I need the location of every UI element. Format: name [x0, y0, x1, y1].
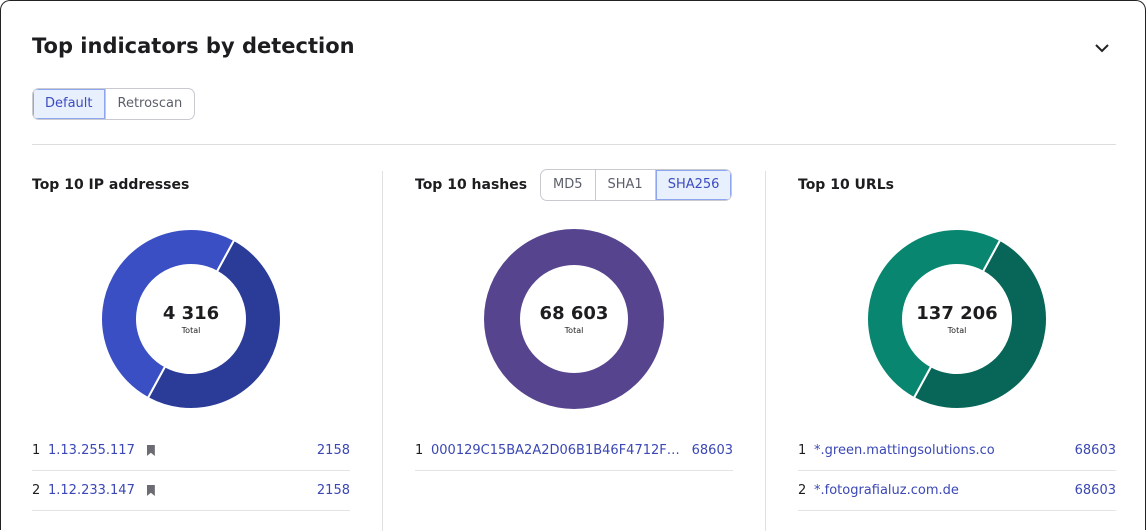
hash-link[interactable]: 000129C15BA2A2D06B1B46F4712F3F...: [431, 443, 686, 458]
tab-retroscan[interactable]: Retroscan: [104, 89, 195, 119]
divider: [382, 171, 383, 531]
panel-title: Top 10 IP addresses: [32, 177, 190, 193]
donut-slice[interactable]: [146, 238, 282, 410]
donut-slice[interactable]: [100, 228, 236, 400]
count-link[interactable]: 68603: [1074, 443, 1116, 458]
total-value: 137 206: [916, 303, 998, 324]
rank: 1: [415, 443, 424, 458]
list-item: 2 *.fotografialuz.com.de 68603: [798, 471, 1116, 511]
list-item: 2 1.12.233.147 2158: [32, 471, 350, 511]
divider: [765, 171, 766, 531]
url-link[interactable]: *.fotografialuz.com.de: [814, 483, 959, 498]
rank: 1: [32, 443, 41, 458]
divider: [32, 144, 1116, 145]
list-item: 1 000129C15BA2A2D06B1B46F4712F3F... 68603: [415, 431, 733, 471]
panel-title: Top 10 URLs: [798, 177, 894, 193]
tab-default[interactable]: Default: [33, 89, 105, 119]
url-link[interactable]: *.green.mattingsolutions.co: [814, 443, 995, 458]
list-item: 1 *.green.mattingsolutions.co 68603: [798, 431, 1116, 471]
tab-sha256[interactable]: SHA256: [654, 170, 732, 200]
donut-slice[interactable]: [866, 228, 1002, 400]
rank: 2: [32, 483, 41, 498]
rank: 2: [798, 483, 807, 498]
list-item: 1 1.13.255.117 2158: [32, 431, 350, 471]
donut-slice[interactable]: [912, 238, 1048, 410]
ip-link[interactable]: 1.12.233.147: [48, 483, 135, 498]
bookmark-icon[interactable]: [146, 445, 155, 456]
hash-type-tabs: MD5 SHA1 SHA256: [540, 169, 733, 201]
card-title: Top indicators by detection: [32, 34, 355, 58]
rank: 1: [798, 443, 807, 458]
ip-link[interactable]: 1.13.255.117: [48, 443, 135, 458]
count-link[interactable]: 68603: [691, 443, 733, 458]
mode-tabs: Default Retroscan: [32, 88, 196, 120]
panel-title: Top 10 hashes: [415, 177, 528, 193]
total-value: 68 603: [539, 303, 609, 324]
ip-donut-chart: [100, 228, 282, 410]
total-label: Total: [181, 326, 201, 335]
bookmark-icon[interactable]: [146, 485, 155, 496]
donut-slice[interactable]: [484, 229, 664, 409]
total-label: Total: [564, 326, 584, 335]
tab-sha1[interactable]: SHA1: [594, 170, 655, 200]
total-label: Total: [947, 326, 967, 335]
tab-md5[interactable]: MD5: [553, 177, 583, 192]
count-link[interactable]: 2158: [316, 483, 350, 498]
hash-donut-chart: [484, 229, 664, 409]
url-donut-chart: [866, 228, 1048, 410]
count-link[interactable]: 2158: [316, 443, 350, 458]
chevron-down-icon[interactable]: [1091, 37, 1113, 59]
total-value: 4 316: [162, 303, 220, 324]
count-link[interactable]: 68603: [1074, 483, 1116, 498]
